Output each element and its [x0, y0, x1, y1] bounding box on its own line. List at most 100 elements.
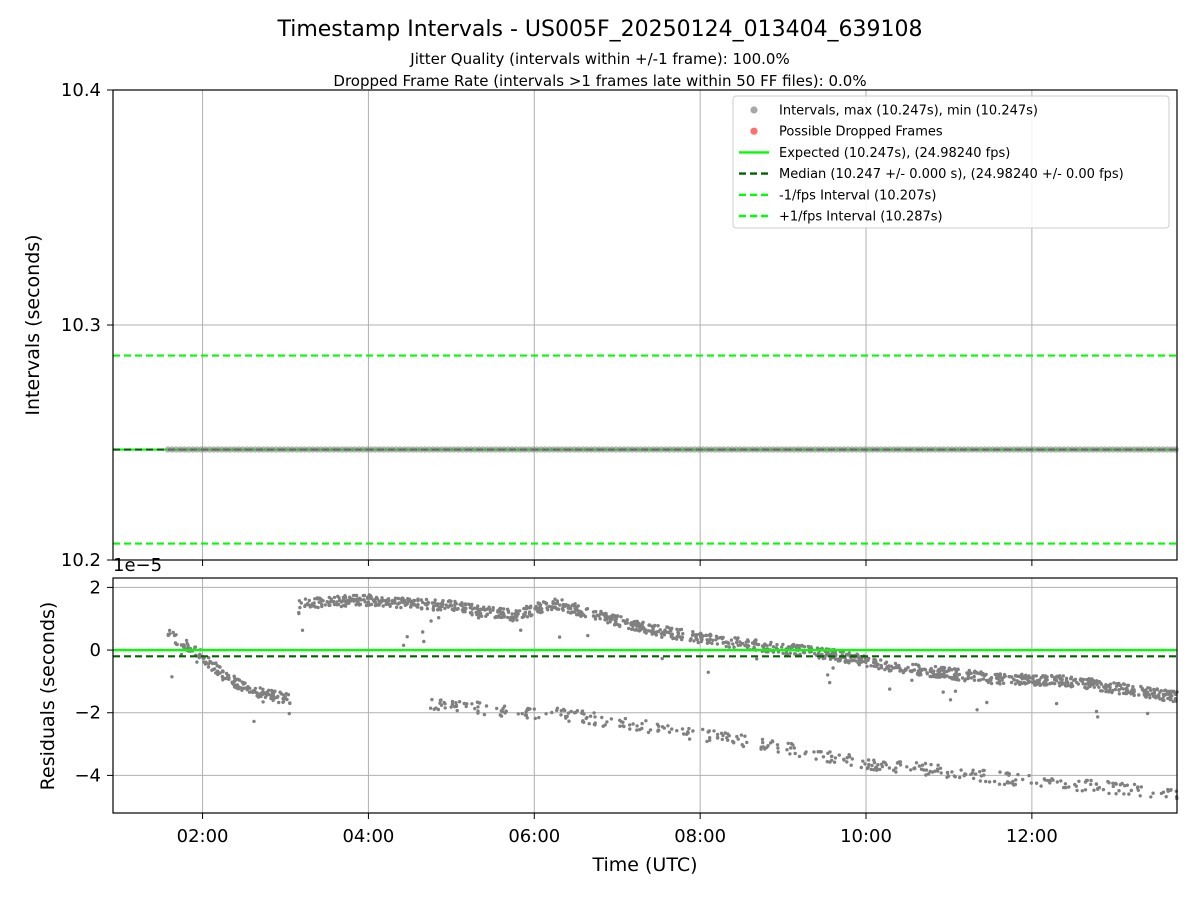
residual-point: [711, 638, 715, 642]
residual-point: [898, 763, 903, 767]
residual-point: [1132, 782, 1137, 787]
residual-point: [998, 770, 1002, 774]
residual-point: [419, 606, 423, 610]
residual-point: [232, 674, 236, 678]
residual-point: [393, 596, 398, 600]
residual-point: [1166, 789, 1170, 793]
residual-point: [380, 596, 384, 600]
residual-point: [708, 637, 712, 641]
legend-entry: Possible Dropped Frames: [750, 125, 943, 140]
residual-point: [855, 652, 859, 656]
residual-point: [1101, 787, 1106, 792]
residual-point: [1037, 678, 1042, 682]
residual-point: [496, 610, 500, 614]
legend-entry: Intervals, max (10.247s), min (10.247s): [750, 104, 1038, 119]
residual-point: [681, 632, 685, 636]
residual-point: [328, 603, 332, 607]
residual-point: [394, 605, 399, 609]
residual-point: [1065, 679, 1069, 684]
residual-point: [891, 768, 896, 772]
residual-point: [1097, 785, 1102, 790]
residual-point: [332, 602, 337, 607]
residual-point: [1054, 701, 1059, 706]
residual-point: [649, 629, 653, 633]
residual-point: [648, 728, 653, 732]
residual-point: [910, 669, 914, 674]
residual-point: [1111, 784, 1116, 789]
residual-point: [884, 660, 889, 664]
residual-point: [789, 746, 793, 750]
residual-point: [1119, 686, 1124, 691]
residual-point: [604, 617, 609, 622]
x-tick-label: 12:00: [1006, 826, 1058, 847]
x-tick-label: 04:00: [342, 826, 394, 847]
residual-point: [670, 727, 674, 731]
residual-point: [257, 692, 262, 697]
legend-label: Possible Dropped Frames: [779, 125, 943, 140]
residual-point: [828, 750, 832, 754]
legend-entry: Expected (10.247s), (24.98240 fps): [739, 146, 1010, 161]
residual-point: [791, 743, 795, 747]
residual-point: [488, 610, 492, 615]
residual-point: [833, 657, 838, 661]
residual-point: [478, 701, 482, 705]
residual-point: [541, 600, 546, 604]
residual-point: [1169, 697, 1173, 701]
residual-point: [390, 598, 395, 603]
residual-point: [743, 734, 747, 738]
residual-point: [373, 597, 377, 602]
residual-point: [660, 635, 664, 639]
residual-point: [599, 609, 603, 614]
residual-point: [253, 686, 258, 691]
residual-point: [631, 624, 635, 628]
residual-point: [1042, 777, 1047, 781]
residual-point: [646, 730, 651, 735]
residual-point: [339, 604, 343, 609]
residual-point: [745, 740, 749, 745]
residual-point: [878, 767, 882, 772]
residual-point: [1063, 782, 1068, 786]
residual-point: [553, 605, 557, 609]
residual-point: [1021, 777, 1025, 782]
residual-point: [354, 593, 359, 598]
residual-point: [825, 760, 829, 764]
residual-point: [740, 641, 745, 646]
residual-point: [958, 775, 962, 780]
residual-point: [887, 766, 892, 770]
residual-point: [476, 616, 481, 620]
residual-point: [272, 695, 276, 699]
residual-point: [1085, 686, 1089, 691]
residual-point: [320, 602, 324, 607]
residual-point: [790, 643, 794, 648]
residual-point: [954, 670, 958, 674]
residual-point: [816, 750, 820, 754]
residual-point: [1083, 788, 1088, 792]
residual-point: [506, 615, 510, 620]
residual-point: [710, 641, 714, 646]
residual-point: [635, 619, 639, 624]
residual-point: [972, 678, 977, 682]
residual-point: [899, 668, 903, 672]
residual-point: [1161, 693, 1166, 697]
residual-point: [1137, 693, 1141, 697]
residual-point: [381, 604, 385, 608]
residual-point: [692, 639, 696, 643]
residual-point: [736, 737, 740, 741]
residual-point: [826, 673, 830, 677]
residual-point: [462, 701, 466, 706]
residual-point: [971, 768, 975, 772]
residual-point: [443, 606, 447, 611]
residual-point: [771, 645, 776, 649]
residual-point: [1131, 685, 1135, 689]
residual-point: [1130, 688, 1134, 692]
residual-point: [435, 608, 440, 612]
residuals-y-axis-label: Residuals (seconds): [37, 602, 59, 791]
residual-point: [952, 673, 957, 677]
residual-point: [964, 677, 968, 681]
residual-point: [983, 674, 987, 678]
residual-point: [317, 600, 321, 604]
residual-point: [438, 605, 442, 609]
residual-point: [575, 613, 579, 617]
residual-point: [251, 689, 255, 693]
residual-point: [1075, 788, 1079, 793]
